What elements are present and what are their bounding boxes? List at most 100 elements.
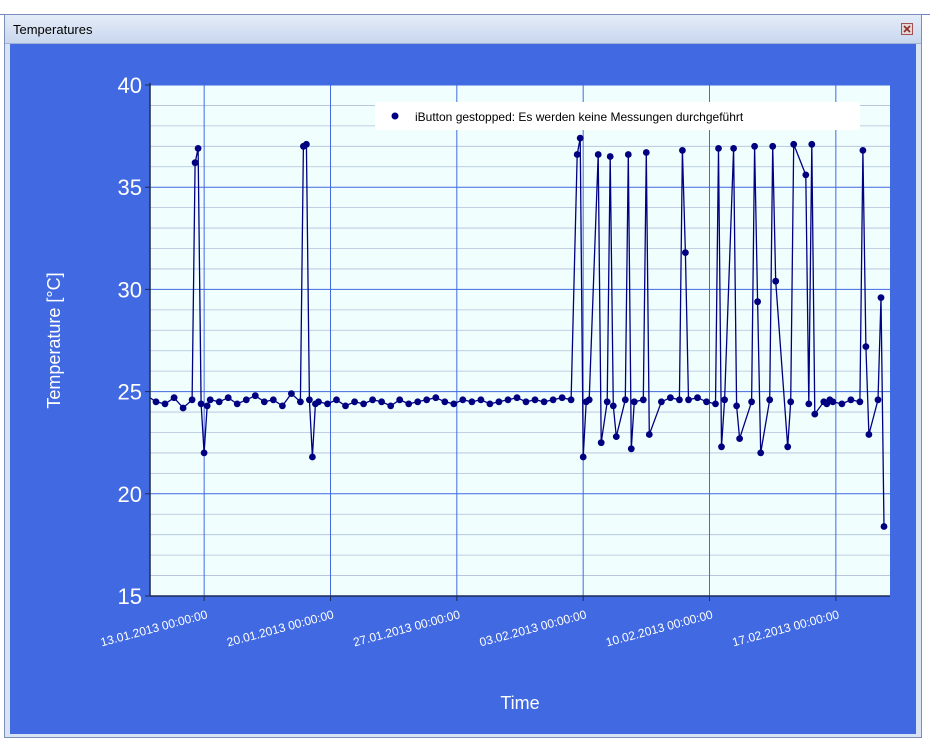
data-point xyxy=(197,400,205,408)
x-axis-label: Time xyxy=(500,693,539,713)
data-point xyxy=(769,142,777,150)
x-tick-label: 13.01.2013 00:00:00 xyxy=(99,607,209,649)
data-point xyxy=(369,396,376,404)
data-point xyxy=(477,396,485,404)
data-point xyxy=(838,400,846,408)
legend: iButton gestopped: Es werden keine Messu… xyxy=(375,102,860,130)
data-point xyxy=(260,398,268,406)
data-point xyxy=(772,277,780,285)
data-point xyxy=(715,145,722,152)
data-point xyxy=(573,151,581,158)
temperatures-window: Temperatures 15 20 25 30 35 40 13.01.2013 00:… xyxy=(4,14,922,738)
data-point xyxy=(459,396,467,404)
data-point xyxy=(811,410,819,418)
data-point xyxy=(874,396,882,404)
minor-grid xyxy=(150,105,890,576)
data-point xyxy=(495,398,503,406)
data-point xyxy=(215,398,223,406)
temperature-chart: 15 20 25 30 35 40 13.01.2013 00:00:00 20.01.20… xyxy=(44,73,890,713)
major-grid xyxy=(150,84,890,596)
data-point xyxy=(224,394,232,402)
data-point xyxy=(877,294,885,301)
data-point xyxy=(721,396,728,404)
data-point xyxy=(703,398,710,406)
data-point xyxy=(513,394,521,402)
close-icon xyxy=(903,25,911,33)
data-point xyxy=(441,398,449,406)
data-point xyxy=(306,396,313,404)
data-point xyxy=(733,402,740,410)
data-point xyxy=(414,398,422,406)
data-point xyxy=(191,159,199,167)
data-point xyxy=(200,449,208,457)
data-point xyxy=(579,453,587,461)
x-tick-label: 10.02.2013 00:00:00 xyxy=(604,607,714,649)
data-point xyxy=(405,400,413,408)
data-point xyxy=(748,398,755,406)
data-point xyxy=(203,402,211,410)
data-point xyxy=(612,433,620,440)
data-point xyxy=(576,134,584,142)
data-point xyxy=(630,398,638,406)
data-point xyxy=(766,396,774,404)
data-point xyxy=(152,398,160,406)
data-point xyxy=(194,145,202,152)
data-point xyxy=(396,396,404,404)
data-point xyxy=(784,443,792,451)
data-point xyxy=(594,151,602,158)
data-point xyxy=(859,147,867,154)
plot-background xyxy=(150,85,890,596)
data-point xyxy=(642,149,650,156)
data-point xyxy=(862,343,870,350)
y-tick-label: 30 xyxy=(118,277,142,302)
data-point xyxy=(279,402,286,410)
data-point xyxy=(790,140,798,148)
y-tick-label: 35 xyxy=(118,175,142,200)
data-point xyxy=(606,153,614,160)
x-tick-label: 17.02.2013 00:00:00 xyxy=(731,607,841,649)
data-point xyxy=(504,396,512,404)
data-point xyxy=(829,398,837,406)
data-point xyxy=(303,140,310,148)
data-point xyxy=(531,396,539,404)
axes-layer xyxy=(145,83,890,601)
data-point xyxy=(333,396,340,404)
legend-marker-icon xyxy=(391,112,399,120)
data-point xyxy=(269,396,277,404)
data-point xyxy=(170,394,178,402)
legend-box xyxy=(375,102,860,130)
data-point xyxy=(450,400,458,408)
data-point xyxy=(468,398,476,406)
data-point xyxy=(609,402,617,410)
data-point xyxy=(108,396,115,403)
data-point xyxy=(432,394,440,402)
data-point xyxy=(856,398,864,406)
data-point xyxy=(624,151,632,158)
y-tick-label: 40 xyxy=(118,73,142,98)
close-button[interactable] xyxy=(901,23,913,35)
data-point xyxy=(297,398,304,406)
data-point xyxy=(718,443,725,451)
data-point xyxy=(161,400,169,408)
data-point xyxy=(82,407,89,414)
data-point xyxy=(360,400,367,408)
data-point xyxy=(188,396,196,404)
data-point xyxy=(309,453,316,461)
data-point xyxy=(342,402,349,410)
legend-entry: iButton gestopped: Es werden keine Messu… xyxy=(415,110,744,124)
data-point xyxy=(679,147,686,154)
data-point xyxy=(351,398,358,406)
data-point xyxy=(486,400,494,408)
window-titlebar[interactable]: Temperatures xyxy=(5,15,921,44)
data-point xyxy=(880,523,888,530)
data-point xyxy=(658,398,665,406)
y-tick-label: 25 xyxy=(118,380,142,405)
data-point xyxy=(682,249,689,256)
data-point xyxy=(712,400,719,408)
data-point xyxy=(522,398,530,406)
data-point xyxy=(540,398,548,406)
data-point xyxy=(694,394,701,402)
data-point xyxy=(288,390,295,397)
data-point xyxy=(549,396,557,404)
series-layer xyxy=(82,134,888,530)
